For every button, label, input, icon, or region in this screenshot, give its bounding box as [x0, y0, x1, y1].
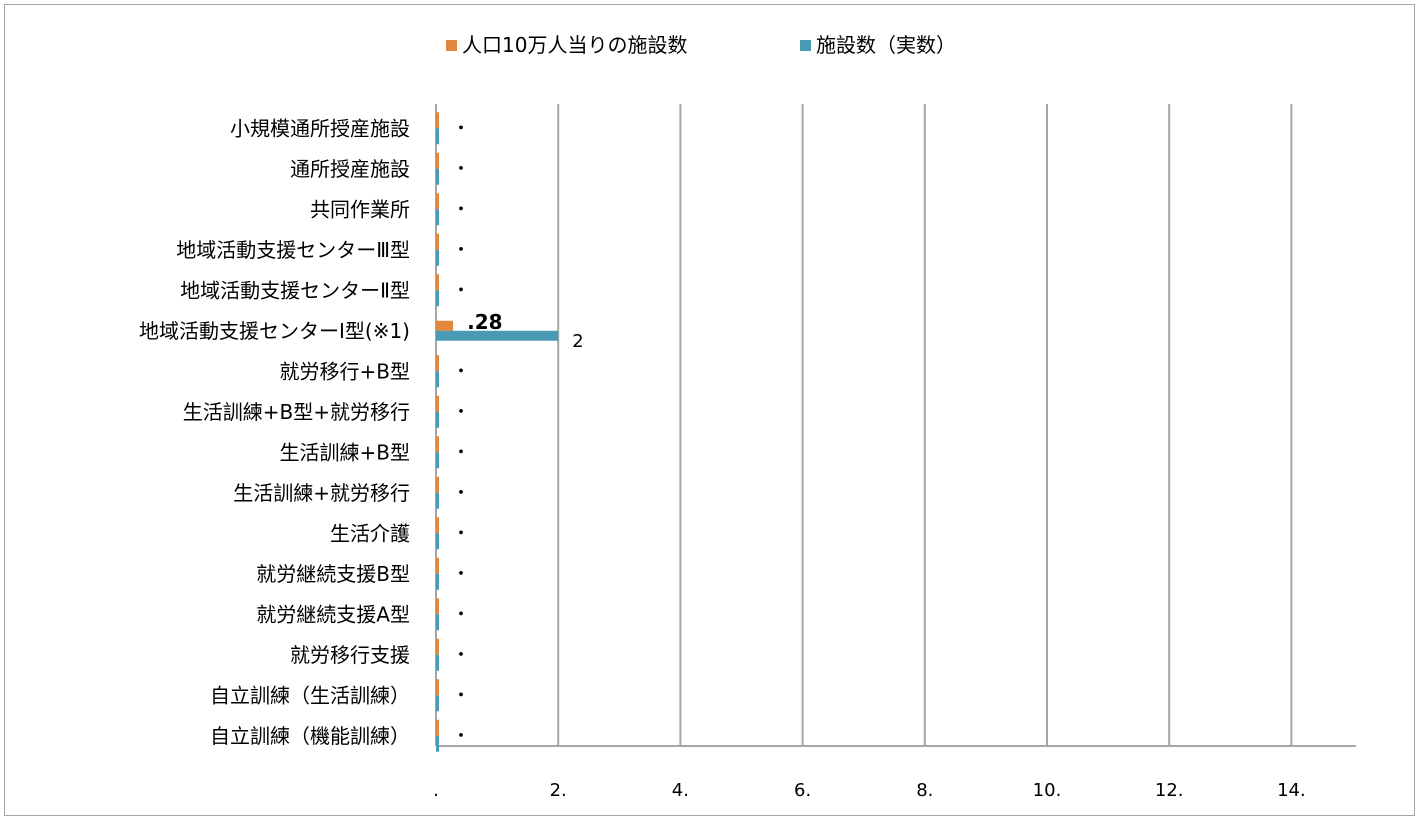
data-label-population: ・: [452, 564, 470, 585]
bar-population: [436, 274, 439, 291]
bar-population: [436, 719, 439, 736]
category-labels: 小規模通所授産施設通所授産施設共同作業所地域活動支援センターⅢ型地域活動支援セン…: [139, 116, 410, 748]
x-tick-label: .: [433, 780, 439, 801]
data-label-population: ・: [452, 726, 470, 747]
bar-population: [436, 355, 439, 372]
bar-count: [436, 209, 439, 226]
bar-count: [436, 614, 439, 631]
bar-count: [436, 411, 439, 428]
category-label: 就労継続支援B型: [256, 562, 410, 586]
data-label-count: 2: [572, 331, 583, 352]
x-tick-label: 2.: [550, 780, 567, 801]
category-label: 地域活動支援センターⅢ型: [176, 238, 410, 262]
category-label: 自立訓練（生活訓練）: [210, 683, 410, 707]
legend-swatch-population: [446, 40, 457, 51]
bar-population: [436, 395, 439, 412]
data-label-population: ・: [452, 523, 470, 544]
data-label-population: ・: [452, 483, 470, 504]
bars: [436, 112, 559, 752]
bar-count: [436, 492, 439, 509]
bar-population: [436, 679, 439, 696]
category-label: 地域活動支援センターⅠ型(※1): [139, 319, 410, 343]
bar-count: [436, 654, 439, 671]
category-label: 生活介護: [330, 521, 410, 545]
bar-count: [436, 695, 439, 712]
x-tick-label: 4.: [672, 780, 689, 801]
data-label-population: ・: [452, 645, 470, 666]
data-label-population: ・: [452, 280, 470, 301]
data-label-population: ・: [452, 240, 470, 261]
bar-population: [436, 557, 439, 574]
bar-population: [436, 112, 439, 129]
data-label-population: ・: [452, 402, 470, 423]
bar-population: [436, 436, 439, 453]
category-label: 就労継続支援A型: [256, 602, 410, 626]
chart-frame: [4, 4, 1415, 816]
bar-count: [436, 330, 559, 341]
bar-count: [436, 735, 439, 752]
category-label: 通所授産施設: [290, 157, 410, 181]
data-label-population: ・: [452, 685, 470, 706]
data-label-population: ・: [452, 361, 470, 382]
category-label: 生活訓練+就労移行: [233, 481, 410, 505]
x-tick-label: 6.: [794, 780, 811, 801]
category-label: 自立訓練（機能訓練）: [210, 724, 410, 748]
bar-population: [436, 598, 439, 615]
x-tick-labels: . 2. 4. 6. 8. 10. 12. 14.: [433, 780, 1306, 801]
bar-population: [436, 320, 454, 331]
bar-population: [436, 152, 439, 169]
x-tick-label: 8.: [916, 780, 933, 801]
bar-count: [436, 573, 439, 590]
data-labels: ・・・・・.282・・・・・・・・・・: [452, 118, 584, 747]
data-label-population: ・: [452, 159, 470, 180]
category-label: 地域活動支援センターⅡ型: [180, 278, 410, 302]
x-tick-label: 14.: [1277, 780, 1306, 801]
data-label-population: ・: [452, 199, 470, 220]
bar-population: [436, 517, 439, 534]
category-label: 共同作業所: [310, 197, 410, 221]
bar-count: [436, 128, 439, 145]
bar-population: [436, 638, 439, 655]
bar-count: [436, 533, 439, 550]
bar-count: [436, 168, 439, 185]
bar-population: [436, 476, 439, 493]
bar-count: [436, 249, 439, 266]
category-label: 生活訓練+B型+就労移行: [183, 400, 410, 424]
legend-label-count: 施設数（実数）: [816, 33, 956, 57]
x-tick-label: 12.: [1155, 780, 1184, 801]
bar-count: [436, 452, 439, 469]
category-label: 就労移行+B型: [280, 359, 410, 383]
bar-population: [436, 193, 439, 210]
data-label-population: ・: [452, 604, 470, 625]
data-label-population: ・: [452, 118, 470, 139]
legend-swatch-count: [800, 40, 811, 51]
category-label: 生活訓練+B型: [280, 440, 410, 464]
data-label-population: ・: [452, 442, 470, 463]
bar-count: [436, 371, 439, 388]
bar-population: [436, 233, 439, 250]
x-tick-label: 10.: [1033, 780, 1062, 801]
data-label-population: .28: [467, 310, 502, 334]
category-label: 小規模通所授産施設: [230, 116, 410, 140]
category-label: 就労移行支援: [290, 643, 410, 667]
legend: 人口10万人当りの施設数 施設数（実数）: [446, 33, 956, 57]
grid-lines: [435, 104, 1356, 747]
bar-count: [436, 290, 439, 307]
legend-label-population: 人口10万人当りの施設数: [462, 33, 687, 57]
